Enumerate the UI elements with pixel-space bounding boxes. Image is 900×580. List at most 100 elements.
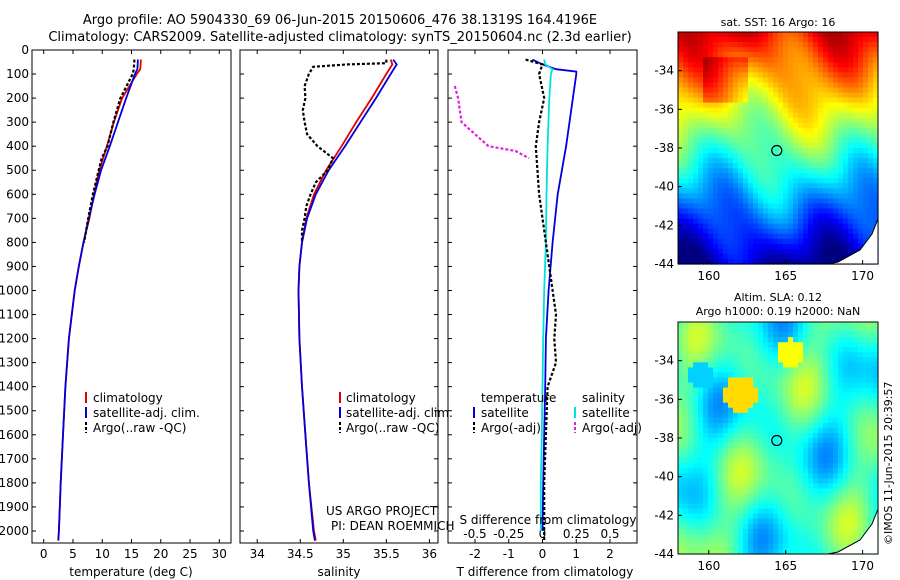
map-cell [798,453,804,459]
map-cell [823,127,829,134]
map-cell [683,37,689,43]
map-cell [763,453,769,459]
map-cell [858,528,864,535]
map-cell [733,243,739,250]
map-cell [748,223,754,230]
map-cell [763,173,769,179]
map-cell [763,127,769,134]
map-cell [843,218,849,225]
map-cell [758,163,764,169]
map-cell [748,57,754,63]
map-cell [808,117,814,124]
map-cell [863,223,869,230]
map-cell [858,523,864,530]
map-cell [848,228,854,235]
map-cell [703,42,709,48]
map-cell [863,322,869,328]
map-cell [708,57,714,63]
map-cell [808,158,814,164]
map-cell [813,513,819,520]
map-cell [833,148,839,154]
x-tick-label: 35 [336,547,351,561]
map-cell [698,163,704,169]
map-cell [853,347,859,353]
map-cell [818,397,824,404]
map-cell [843,493,849,500]
map-cell [748,433,754,439]
map-cell [848,337,854,343]
map-cell [738,253,744,260]
salinity-plot-layer: 34 34.5 35 35.5 36 [240,49,438,561]
map-cell [838,72,844,78]
map-cell [763,168,769,174]
map-cell [778,549,784,555]
map-cell [843,238,849,245]
map-cell [793,322,799,328]
map-cell [828,248,834,255]
map-cell [708,483,714,489]
map-cell [698,528,704,535]
map-cell [678,102,684,109]
map-cell [793,367,799,373]
map-cell [753,443,759,449]
map-cell [858,498,864,505]
map-cell [828,42,834,48]
salinity-x-label: salinity [317,565,360,579]
map-cell [798,327,804,333]
map-cell [808,208,814,215]
map-cell [813,213,819,220]
map-cell [693,513,699,520]
map-cell [743,528,749,535]
map-cell [783,362,789,368]
map-cell [733,143,739,149]
map-cell [773,538,779,545]
map-cell [683,458,689,464]
map-cell [858,402,864,409]
map-cell [728,178,734,184]
map-cell [763,549,769,555]
map-cell [768,549,774,555]
map-cell [808,327,814,333]
map-cell [718,253,724,260]
map-cell [678,422,684,429]
map-cell [698,173,704,179]
map-cell [678,158,684,164]
map-cell [733,158,739,164]
map-cell [823,332,829,338]
map-cell [828,233,834,240]
map-cell [743,148,749,154]
map-cell [858,518,864,525]
map-cell [848,528,854,535]
map-cell [713,397,719,404]
map-cell [743,107,749,114]
map-cell [818,518,824,525]
map-cell [803,327,809,333]
map-cell [703,168,709,174]
map-cell [868,62,874,68]
map-cell [708,228,714,235]
map-cell [683,332,689,338]
map-cell [743,438,749,444]
map-cell [773,82,779,88]
map-cell [733,248,739,255]
map-cell [868,67,874,73]
map-cell [713,453,719,459]
map-cell [738,213,744,220]
map-cell [868,367,874,373]
map-cell [743,37,749,43]
top-tick-label: 0.25 [563,527,590,541]
map-cell [753,32,759,38]
map-cell [688,259,694,265]
map-cell [723,248,729,255]
map-cell [833,549,839,555]
map-cell [743,488,749,494]
map-cell [738,188,744,194]
map-cell [823,248,829,255]
map-cell [693,538,699,545]
map-cell [778,443,784,449]
map-cell [803,72,809,78]
map-cell [813,158,819,164]
map-cell [738,402,744,409]
map-cell [733,153,739,159]
map-cell [818,407,824,414]
